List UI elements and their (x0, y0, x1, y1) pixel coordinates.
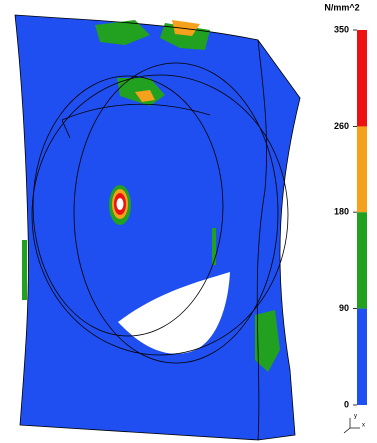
color-legend: N/mm^2 0 90 180 260 350 (324, 2, 367, 409)
stress-view: N/mm^2 0 90 180 260 350 y x (0, 0, 377, 443)
legend-band (357, 309, 367, 405)
legend-tick-label: 0 (344, 399, 349, 409)
legend-title: N/mm^2 (324, 2, 359, 12)
legend-tick-label: 350 (334, 24, 349, 34)
legend-tick-label: 90 (339, 303, 349, 313)
stress-patch (22, 240, 27, 300)
hole (117, 198, 124, 210)
triad-label: y (354, 414, 357, 420)
legend-tick-label: 260 (334, 121, 349, 131)
legend-band (357, 30, 367, 126)
legend-band (357, 126, 367, 212)
model (15, 15, 300, 440)
triad-label: x (362, 423, 365, 429)
triad-axis (344, 428, 350, 433)
axis-triad: y x (344, 414, 365, 433)
stress-patch (212, 228, 216, 265)
legend-tick-label: 180 (334, 207, 349, 217)
legend-band (357, 212, 367, 308)
page: {"legend": {"title": "N/mm^2", "lim": [0… (0, 0, 377, 443)
